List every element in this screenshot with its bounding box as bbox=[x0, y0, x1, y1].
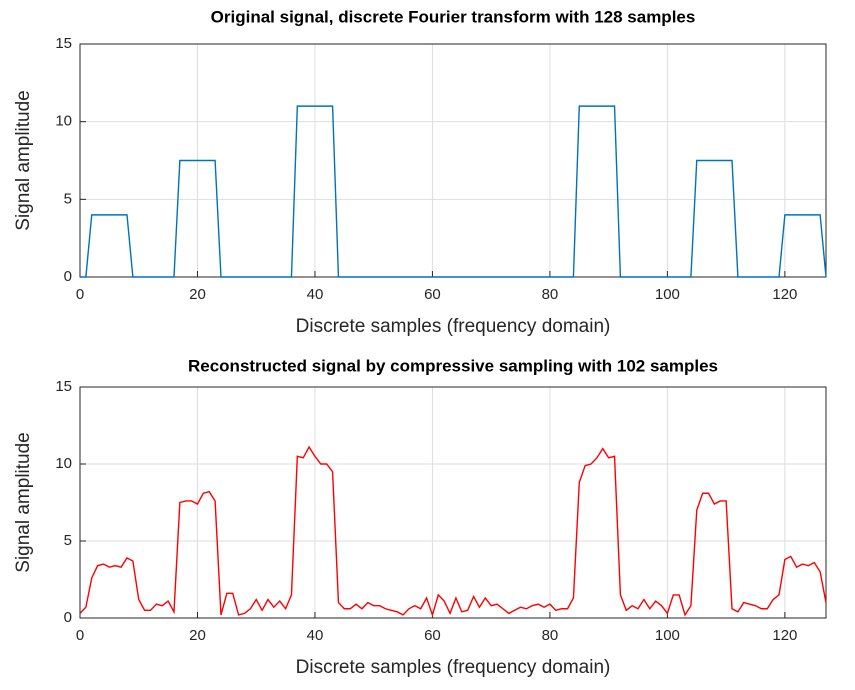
x-tick-label: 100 bbox=[655, 286, 680, 303]
y-tick-label: 0 bbox=[64, 268, 72, 285]
y-tick-label: 15 bbox=[55, 35, 72, 52]
y-tick-label: 10 bbox=[55, 455, 72, 472]
data-line bbox=[80, 105, 827, 278]
y-tick-label: 5 bbox=[64, 190, 72, 207]
y-tick-label: 10 bbox=[55, 113, 72, 130]
x-tick-label: 0 bbox=[76, 627, 84, 644]
x-tick-label: 80 bbox=[542, 286, 559, 303]
y-tick-label: 0 bbox=[64, 609, 72, 626]
x-tick-label: 40 bbox=[307, 627, 324, 644]
y-axis-label: Signal amplitude bbox=[13, 90, 34, 230]
y-tick-label: 5 bbox=[64, 532, 72, 549]
x-tick-label: 20 bbox=[189, 286, 206, 303]
x-axis-label: Discrete samples (frequency domain) bbox=[296, 316, 611, 337]
x-tick-label: 0 bbox=[76, 286, 84, 303]
x-tick-label: 80 bbox=[542, 627, 559, 644]
chart-title: Original signal, discrete Fourier transf… bbox=[211, 7, 696, 26]
x-tick-label: 60 bbox=[424, 627, 441, 644]
x-tick-label: 60 bbox=[424, 286, 441, 303]
x-tick-label: 40 bbox=[307, 286, 324, 303]
data-line bbox=[79, 445, 827, 618]
axes-box bbox=[79, 386, 827, 619]
y-tick-label: 15 bbox=[55, 378, 72, 395]
plot-area bbox=[80, 387, 826, 618]
x-axis-label: Discrete samples (frequency domain) bbox=[296, 657, 611, 678]
x-tick-label: 100 bbox=[655, 627, 680, 644]
x-tick-label: 120 bbox=[772, 286, 797, 303]
x-tick-label: 20 bbox=[189, 627, 206, 644]
y-axis-label: Signal amplitude bbox=[13, 432, 34, 572]
chart-title: Reconstructed signal by compressive samp… bbox=[188, 356, 718, 375]
x-tick-label: 120 bbox=[772, 627, 797, 644]
